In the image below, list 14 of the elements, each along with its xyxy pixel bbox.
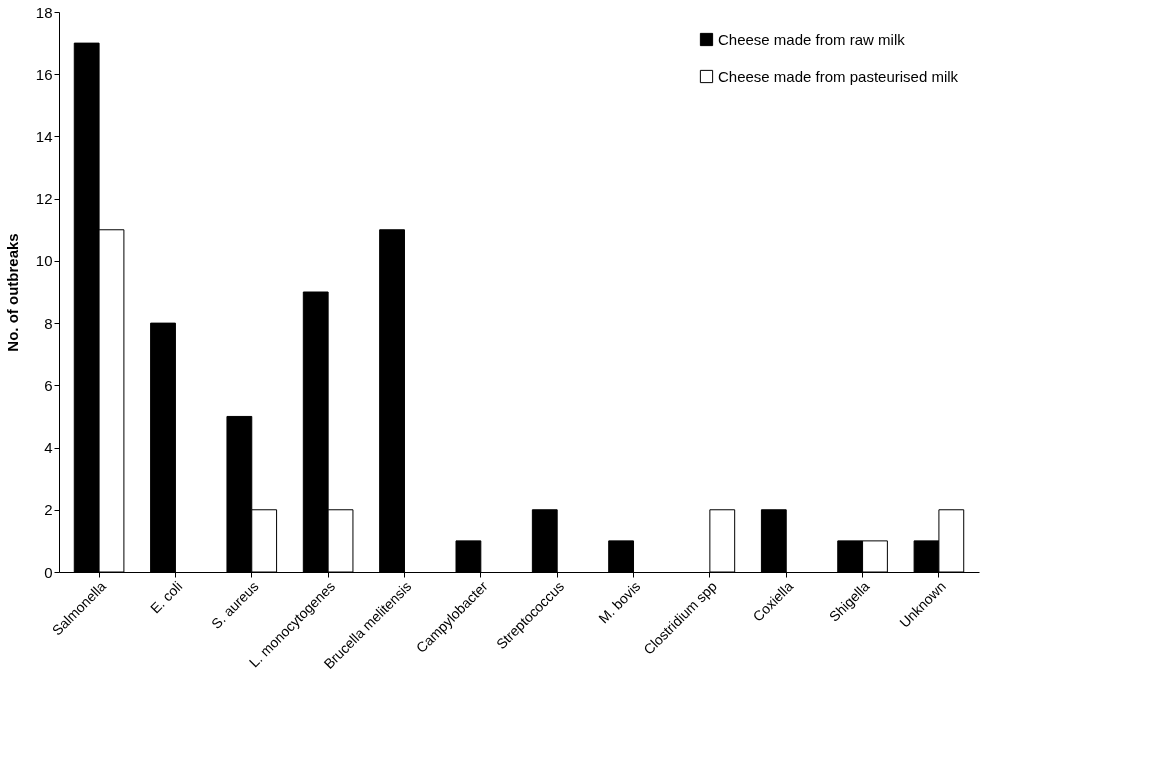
y-tick-label: 0 (44, 563, 53, 581)
x-tick-label: E. coli (147, 578, 186, 617)
legend-label: Cheese made from raw milk (718, 30, 906, 48)
y-tick-label: 16 (35, 65, 53, 83)
y-tick-label: 4 (44, 439, 53, 457)
y-axis-title: No. of outbreaks (3, 233, 21, 352)
legend-label: Cheese made from pasteurised milk (718, 67, 959, 85)
y-tick-label: 12 (35, 190, 53, 208)
y-tick-label: 2 (44, 501, 53, 519)
y-tick-label: 8 (44, 314, 53, 332)
y-tick-label: 14 (35, 127, 53, 145)
y-tick-label: 10 (35, 252, 53, 270)
y-tick-label: 18 (35, 3, 53, 21)
y-tick-label: 6 (44, 376, 53, 394)
